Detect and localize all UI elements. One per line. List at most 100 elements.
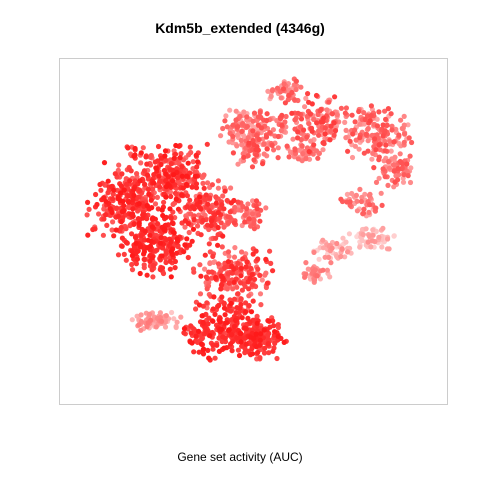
cell-point [388, 148, 394, 154]
cell-point [141, 168, 148, 174]
cell-point [314, 120, 320, 126]
cell-point [184, 193, 190, 199]
cell-point [385, 106, 391, 112]
cell-point [213, 194, 219, 200]
cell-point [264, 146, 270, 152]
cell-point [202, 266, 208, 272]
cell-point [368, 113, 374, 119]
cell-point [179, 173, 185, 179]
cell-point [175, 206, 182, 212]
cell-point [369, 156, 375, 162]
cell-point [380, 225, 386, 231]
cell-point [295, 110, 301, 116]
cell-point [320, 237, 326, 243]
cell-point [311, 142, 317, 148]
cell-point [149, 267, 155, 273]
cell-point [321, 115, 327, 121]
cell-point [144, 216, 150, 222]
cell-point [154, 194, 160, 200]
cell-point [112, 171, 118, 177]
cell-point [246, 216, 252, 222]
cell-point [174, 319, 180, 325]
cell-point [338, 105, 344, 111]
cell-point [292, 97, 298, 103]
cell-point [205, 347, 211, 353]
cell-point [93, 191, 99, 198]
cell-point [157, 178, 163, 184]
cell-point [232, 204, 238, 211]
cell-point [268, 260, 274, 266]
cell-point [134, 256, 140, 262]
cell-point [129, 231, 135, 237]
cell-point [249, 282, 255, 288]
cell-point [188, 323, 194, 329]
cell-point [328, 128, 334, 134]
cell-point [182, 242, 188, 248]
cell-point [352, 143, 358, 149]
cell-point [392, 154, 398, 160]
cell-point [218, 133, 224, 139]
cell-point [168, 274, 174, 280]
cell-point [243, 341, 249, 347]
cell-point [320, 267, 326, 273]
cell-point [263, 270, 269, 276]
cell-point [238, 265, 244, 271]
cell-point [247, 275, 253, 281]
cell-point [189, 184, 195, 190]
cell-point [258, 125, 265, 131]
cell-point [172, 190, 179, 196]
cell-point [379, 202, 385, 208]
cell-point [171, 155, 177, 161]
cell-point [222, 118, 228, 124]
cell-point [220, 193, 226, 199]
cell-point [279, 112, 285, 118]
cell-point [132, 152, 138, 158]
cell-point [391, 168, 397, 174]
cell-point [147, 311, 153, 317]
cell-point [155, 143, 162, 150]
cell-point [219, 202, 225, 208]
cell-point [154, 221, 161, 227]
cell-point [316, 150, 322, 156]
cell-point [357, 121, 363, 127]
cell-point [238, 280, 244, 286]
cell-point [231, 266, 237, 272]
cell-point [202, 212, 208, 218]
cell-point [324, 267, 330, 273]
cell-point [250, 298, 256, 304]
cell-point [401, 139, 407, 145]
cell-point [263, 284, 269, 291]
cell-point [286, 92, 292, 98]
cell-point [244, 123, 250, 130]
cell-point [398, 117, 404, 123]
cell-point [365, 125, 371, 132]
cell-point [382, 108, 388, 114]
cell-point [324, 107, 330, 113]
cell-point [316, 128, 322, 134]
cell-point [376, 142, 382, 148]
cell-point [400, 179, 407, 185]
cell-point [256, 212, 262, 218]
cell-point [199, 336, 205, 342]
cell-point [198, 273, 204, 279]
cell-point [251, 221, 257, 227]
cell-point [231, 254, 238, 260]
cell-point [232, 245, 238, 251]
cell-point [120, 215, 126, 221]
cell-point [385, 182, 391, 188]
cell-point [197, 291, 204, 297]
cell-point [109, 227, 115, 233]
cell-point [209, 182, 215, 188]
cell-point [386, 165, 392, 171]
cell-point [374, 123, 380, 129]
plot-area [59, 58, 448, 405]
cell-point [230, 286, 236, 292]
cell-point [151, 172, 157, 178]
cell-point [141, 249, 147, 255]
cell-point [239, 315, 245, 321]
cell-point [136, 322, 142, 328]
cell-point [327, 137, 333, 143]
cell-point [157, 310, 163, 316]
cell-point [249, 211, 255, 217]
cell-point [399, 165, 405, 172]
